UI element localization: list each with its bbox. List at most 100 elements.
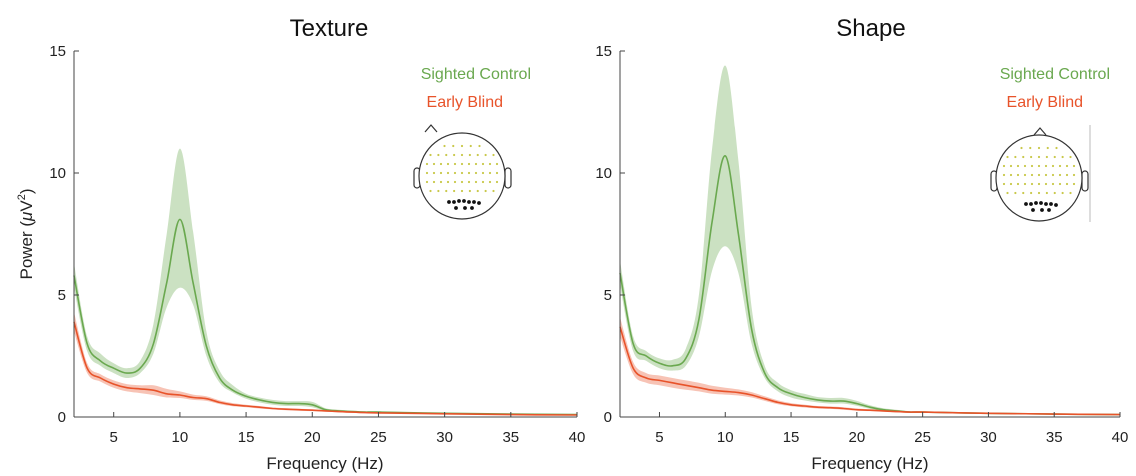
electrode-dot bbox=[445, 153, 448, 157]
electrode-dot bbox=[1030, 155, 1033, 159]
electrode-dot bbox=[439, 162, 443, 166]
electrode-dot bbox=[460, 189, 464, 193]
y-label-prefix: Power ( bbox=[17, 221, 36, 280]
roi-electrode-dot bbox=[447, 200, 451, 204]
electrode-dot bbox=[445, 189, 448, 193]
electrode-dot bbox=[492, 189, 495, 193]
chart-title: Texture bbox=[290, 15, 369, 42]
roi-electrode-dot bbox=[463, 206, 467, 210]
electrode-dot bbox=[1014, 191, 1017, 195]
x-tick-label: 30 bbox=[980, 429, 997, 446]
electrode-dot bbox=[1016, 182, 1020, 186]
scalp-electrode-map bbox=[990, 127, 1089, 222]
electrode-dot bbox=[1055, 146, 1058, 150]
y-tick-label: 10 bbox=[595, 165, 612, 182]
x-axis-label: Frequency (Hz) bbox=[811, 454, 928, 473]
y-tick-label: 0 bbox=[58, 409, 66, 426]
electrode-dot bbox=[1020, 146, 1023, 150]
electrode-dot bbox=[1006, 191, 1009, 195]
chart-panel-shape: Shape 0 5 10 15 5 10 15 20 25 30 35 40 Sighted Cont… bbox=[595, 15, 1128, 446]
electrode-dot bbox=[488, 171, 492, 175]
electrode-dot bbox=[446, 162, 450, 166]
electrode-dot bbox=[443, 144, 446, 148]
electrode-dot bbox=[1065, 173, 1069, 177]
legend-entry-early-blind: Early Blind bbox=[427, 94, 503, 111]
x-tick-label: 20 bbox=[304, 429, 321, 446]
electrode-dot bbox=[488, 162, 492, 166]
electrode-dot bbox=[432, 180, 436, 184]
electrode-dot bbox=[1058, 173, 1062, 177]
electrode-dot bbox=[437, 189, 440, 193]
head-outline bbox=[995, 134, 1083, 222]
x-tick-label: 5 bbox=[110, 429, 118, 446]
electrode-dot bbox=[453, 162, 457, 166]
x-tick-label: 10 bbox=[717, 429, 734, 446]
roi-electrode-dot bbox=[1024, 202, 1028, 206]
electrode-dot bbox=[1065, 164, 1069, 168]
electrode-dot bbox=[1058, 164, 1062, 168]
electrode-dot bbox=[474, 171, 478, 175]
roi-electrode-dot bbox=[1047, 208, 1051, 212]
x-tick-label: 5 bbox=[655, 429, 663, 446]
electrode-dot bbox=[437, 153, 440, 157]
x-tick-label: 20 bbox=[848, 429, 865, 446]
electrode-dot bbox=[1023, 182, 1027, 186]
roi-electrode-dot bbox=[1040, 208, 1044, 212]
electrode-dot bbox=[425, 180, 429, 184]
electrode-dot bbox=[481, 162, 485, 166]
roi-electrode-dot bbox=[467, 200, 471, 204]
electrode-dot bbox=[439, 180, 443, 184]
roi-electrode-dot bbox=[452, 200, 456, 204]
electrode-dot bbox=[446, 171, 450, 175]
y-tick-label: 15 bbox=[595, 43, 612, 60]
legend-entry-sighted-control: Sighted Control bbox=[1000, 66, 1110, 83]
electrode-dot bbox=[1051, 164, 1055, 168]
y-tick-label: 5 bbox=[58, 287, 66, 304]
roi-electrode-dot bbox=[1034, 201, 1038, 205]
nose-marker bbox=[424, 124, 438, 133]
x-axis-label: Frequency (Hz) bbox=[266, 454, 383, 473]
nose-marker bbox=[1033, 127, 1047, 136]
electrode-dot bbox=[453, 153, 456, 157]
electrode-dot bbox=[1030, 164, 1034, 168]
electrode-dot bbox=[476, 189, 479, 193]
electrode-dot bbox=[460, 144, 464, 148]
electrode-dot bbox=[439, 171, 443, 175]
electrode-dot bbox=[1053, 191, 1056, 195]
chart-panel-texture: Texture 0 5 10 15 5 10 15 20 25 30 35 40 Sighted Co… bbox=[49, 15, 585, 446]
x-tick-label: 10 bbox=[172, 429, 189, 446]
electrode-dot bbox=[1072, 173, 1076, 177]
electrode-dot bbox=[1058, 182, 1062, 186]
electrode-dot bbox=[1044, 164, 1048, 168]
x-tick-label: 15 bbox=[238, 429, 255, 446]
electrode-dot bbox=[460, 162, 464, 166]
electrode-dot bbox=[1037, 146, 1041, 150]
roi-electrode-dot bbox=[1049, 202, 1053, 206]
electrode-dot bbox=[446, 180, 450, 184]
x-tick-label: 35 bbox=[1046, 429, 1063, 446]
x-tick-label: 25 bbox=[370, 429, 387, 446]
y-tick-label: 0 bbox=[604, 409, 612, 426]
electrode-dot bbox=[1051, 182, 1055, 186]
scalp-electrode-map bbox=[413, 124, 512, 220]
electrode-dot bbox=[1072, 182, 1076, 186]
electrode-dot bbox=[492, 153, 495, 157]
chart-title: Shape bbox=[836, 15, 905, 42]
electrode-dot bbox=[1044, 182, 1048, 186]
y-tick-label: 15 bbox=[49, 43, 66, 60]
electrode-dot bbox=[432, 171, 436, 175]
electrode-dot bbox=[1022, 191, 1025, 195]
electrode-dot bbox=[432, 162, 436, 166]
legend-entry-sighted-control: Sighted Control bbox=[421, 66, 531, 83]
x-tick-label: 40 bbox=[1112, 429, 1129, 446]
electrode-dot bbox=[495, 180, 499, 184]
roi-electrode-dot bbox=[472, 200, 476, 204]
electrode-dot bbox=[1030, 182, 1034, 186]
electrode-dot bbox=[1065, 182, 1069, 186]
electrode-dot bbox=[425, 162, 429, 166]
electrode-dot bbox=[468, 189, 471, 193]
electrode-dot bbox=[1022, 155, 1025, 159]
electrode-dot bbox=[1069, 155, 1072, 159]
electrode-dot bbox=[1023, 164, 1027, 168]
electrode-dot bbox=[1037, 155, 1041, 159]
